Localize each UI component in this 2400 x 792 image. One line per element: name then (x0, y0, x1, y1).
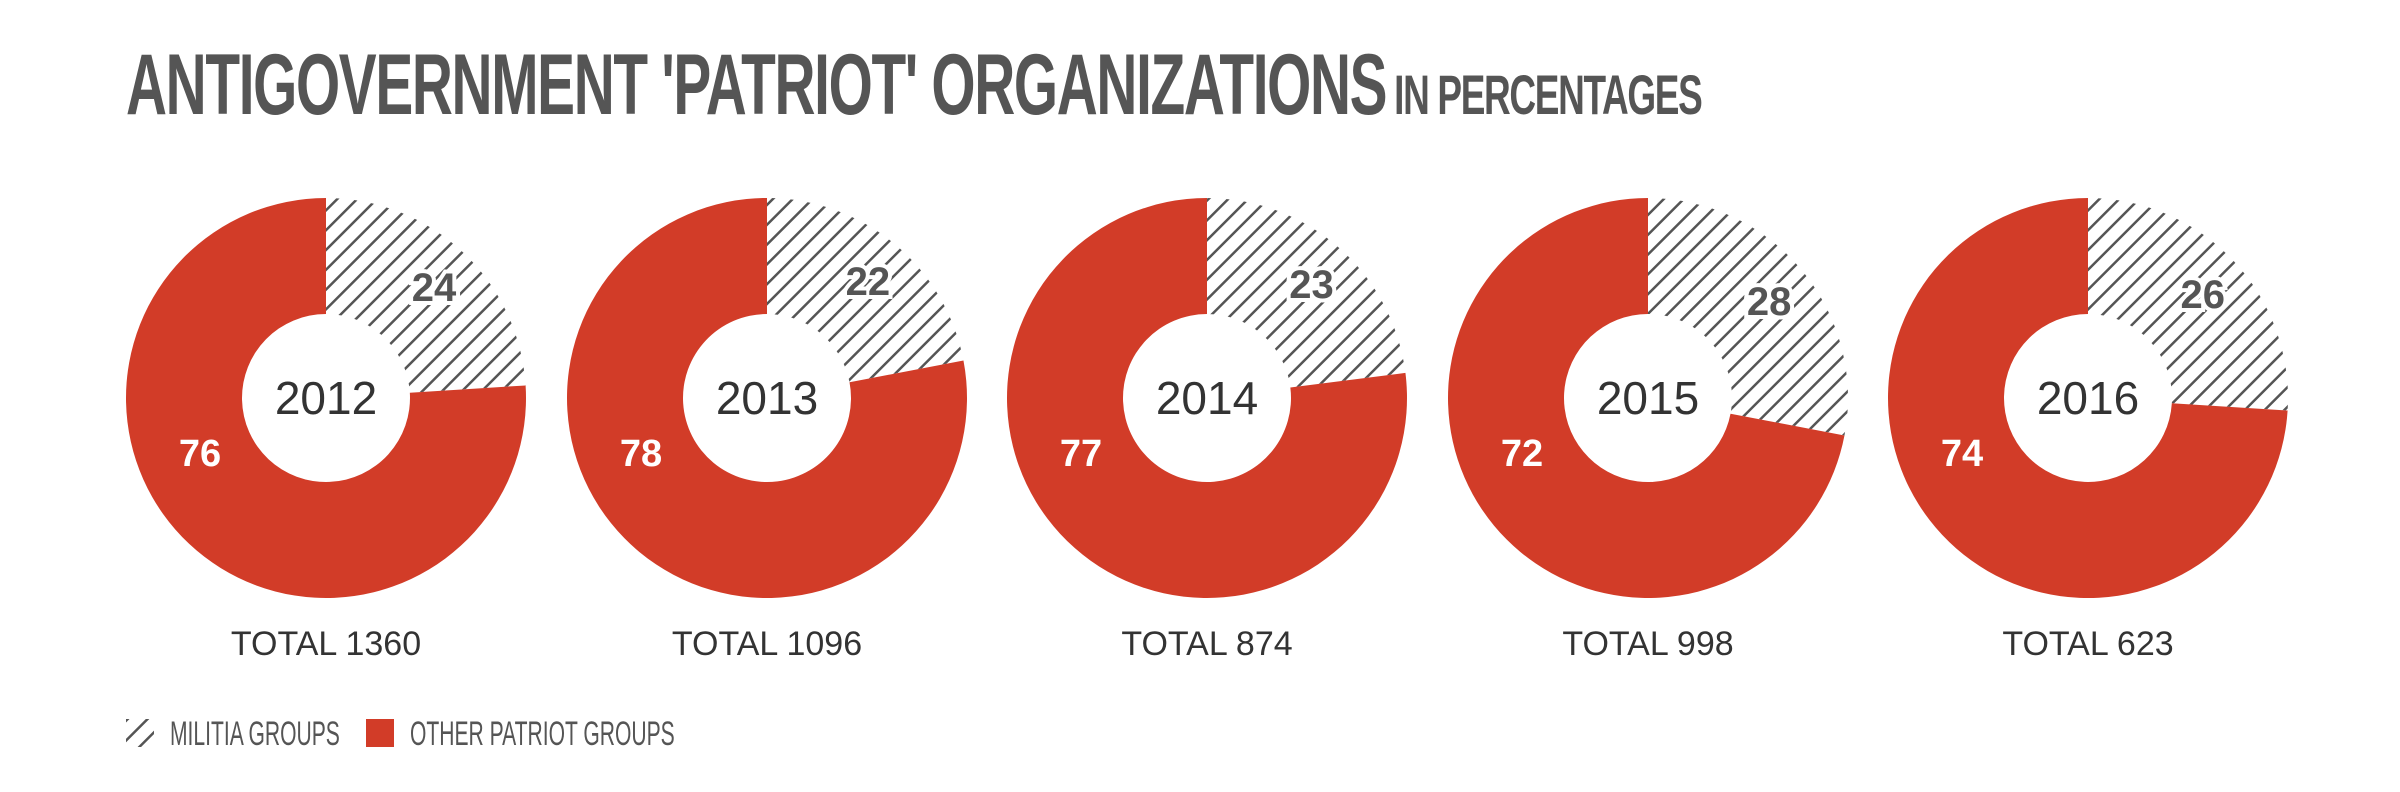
donut-2013-other-slice (566, 198, 968, 598)
donut-2013-total-label: TOTAL 1096 (672, 625, 862, 663)
donut-2016-other-slice (1887, 198, 2288, 599)
donut-2013-militia-value: 22 (846, 260, 891, 304)
donut-charts: 2012 24 76 TOTAL 1360 2013 22 78 TOTAL 1096 2014… (125, 198, 2288, 663)
donut-2016-militia-slice (2088, 198, 2288, 411)
chart-title-sub: IN PERCENTAGES (1394, 63, 1703, 126)
donut-2014-other-value: 77 (1060, 433, 1102, 475)
chart-title-main: ANTIGOVERNMENT 'PATRIOT' ORGANIZATIONS (126, 37, 1388, 133)
donut-group: 2012 24 76 TOTAL 1360 2013 22 78 TOTAL 1096 2014… (125, 198, 2288, 663)
donut-2014-total-label: TOTAL 874 (1121, 625, 1292, 663)
donut-2012-militia-value: 24 (412, 266, 457, 310)
donut-2015-militia-value: 28 (1747, 280, 1792, 324)
chart-title: ANTIGOVERNMENT 'PATRIOT' ORGANIZATIONS IN… (126, 42, 1703, 128)
legend-swatch-hatched (126, 719, 154, 747)
donut-2016-militia-value: 26 (2181, 273, 2226, 317)
donut-2015-other-value: 72 (1501, 433, 1543, 475)
donut-2014-militia-value: 23 (1289, 263, 1334, 307)
donut-2012-year-label: 2012 (275, 372, 377, 424)
donut-2012-total-label: TOTAL 1360 (231, 625, 421, 663)
legend-swatch-solid (366, 719, 394, 747)
donut-2012-militia-slice (326, 198, 526, 393)
donut-2012-other-slice (125, 198, 526, 598)
donut-2013-year-label: 2013 (716, 372, 818, 424)
donut-2016-total-label: TOTAL 623 (2002, 625, 2173, 663)
donut-2015-total-label: TOTAL 998 (1562, 625, 1733, 663)
donut-2013-militia-slice (767, 198, 964, 383)
donut-2015-other-slice (1448, 198, 1845, 599)
legend-label-other: OTHER PATRIOT GROUPS (410, 715, 675, 753)
donut-2014-militia-slice (1207, 198, 1406, 388)
donut-2014-other-slice (1007, 198, 1407, 599)
donut-2012-other-value: 76 (179, 433, 221, 475)
donut-2016-other-value: 74 (1941, 433, 1983, 475)
legend-label-militia: MILITIA GROUPS (170, 715, 340, 753)
donut-2015-year-label: 2015 (1597, 372, 1699, 424)
donut-2013-other-value: 78 (620, 433, 662, 475)
donut-2015-militia-slice (1648, 198, 1848, 436)
donut-2016-year-label: 2016 (2037, 372, 2139, 424)
donut-2014-year-label: 2014 (1156, 372, 1258, 424)
